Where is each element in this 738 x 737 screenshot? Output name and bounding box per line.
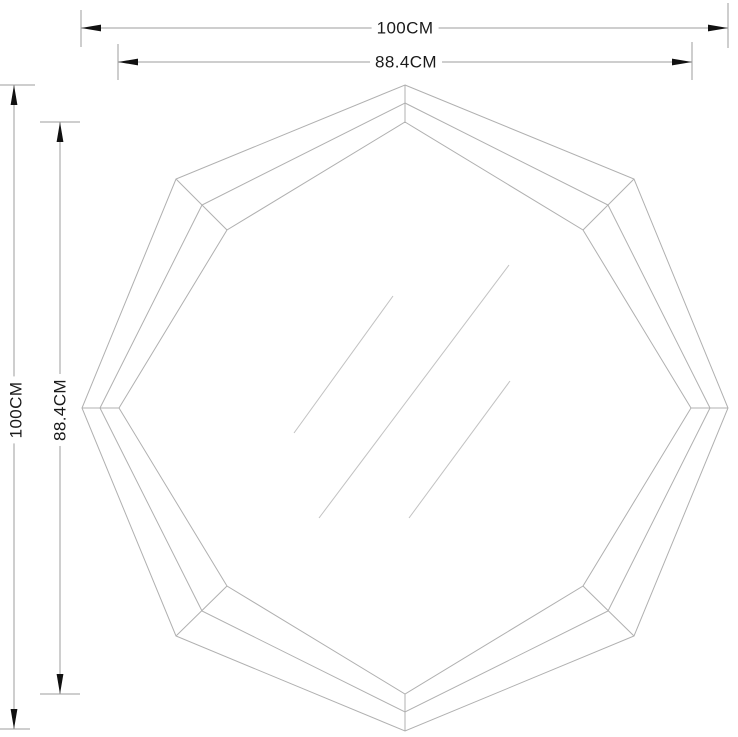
- miter-line-se: [582, 585, 635, 637]
- arrowhead-left-icon: [81, 24, 101, 32]
- mirror-glass: [293, 264, 511, 519]
- arrowhead-right-icon: [708, 24, 728, 32]
- arrowhead-up-icon: [10, 85, 18, 105]
- glass-shine-line: [293, 295, 394, 434]
- miter-line-nw: [175, 178, 228, 231]
- arrowhead-right-icon: [672, 58, 692, 66]
- arrowhead-left-icon: [118, 58, 138, 66]
- glass-shine-line: [318, 264, 510, 519]
- arrowhead-down-icon: [10, 709, 18, 729]
- dim-label-height-inner: 88.4CM: [50, 374, 70, 446]
- glass-shine-line: [408, 380, 511, 519]
- miter-line-ne: [582, 178, 635, 231]
- mirror-frame: [81, 84, 729, 732]
- arrowhead-down-icon: [56, 674, 64, 694]
- miter-line-sw: [175, 585, 228, 637]
- dim-label-width-inner: 88.4CM: [370, 52, 442, 72]
- dim-label-height-outer: 100CM: [6, 376, 26, 444]
- arrowhead-up-icon: [56, 122, 64, 142]
- dim-label-width-outer: 100CM: [371, 18, 439, 38]
